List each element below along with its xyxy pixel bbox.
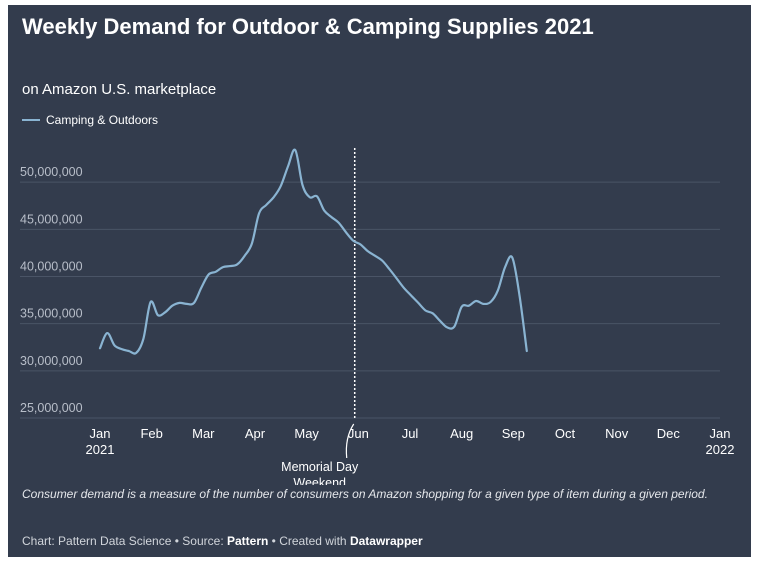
annotation-label: Weekend [293, 476, 346, 485]
x-tick-label: Aug [450, 426, 473, 441]
chart-notes: Consumer demand is a measure of the numb… [22, 487, 708, 501]
series-line [98, 148, 528, 355]
x-tick-label: Oct [555, 426, 576, 441]
x-tick-label: Sep [502, 426, 525, 441]
chart-title: Weekly Demand for Outdoor & Camping Supp… [22, 14, 594, 39]
x-tick-label: Jan [710, 426, 731, 441]
x-tick-year-label: 2021 [86, 442, 115, 457]
y-tick-label: 45,000,000 [20, 212, 83, 226]
legend-label: Camping & Outdoors [46, 113, 159, 127]
x-tick-label: Feb [140, 426, 162, 441]
x-tick-label: Jun [348, 426, 369, 441]
x-tick-label: Nov [605, 426, 629, 441]
chart-subtitle: on Amazon U.S. marketplace [22, 81, 217, 98]
x-tick-label: Jan [90, 426, 111, 441]
x-tick-label: Mar [192, 426, 215, 441]
legend-swatch [22, 119, 40, 121]
byline-created-label: Created with [279, 534, 347, 548]
byline-source-label: Source: [182, 534, 224, 548]
y-tick-label: 25,000,000 [20, 401, 83, 415]
y-tick-label: 30,000,000 [20, 354, 83, 368]
chart-byline: Chart: Pattern Data Science • Source: Pa… [22, 534, 423, 548]
x-tick-year-label: 2022 [706, 442, 735, 457]
line-chart: 25,000,000 30,000,000 35,000,000 40,000,000… [20, 148, 735, 485]
legend: Camping & Outdoors [22, 113, 158, 127]
annotation-arrow [345, 423, 355, 459]
x-tick-label: Jul [402, 426, 419, 441]
byline-chart: Chart: Pattern Data Science [22, 534, 172, 548]
x-tick-label: Dec [657, 426, 681, 441]
byline-created-with: Datawrapper [349, 534, 423, 548]
chart-panel: Weekly Demand for Outdoor & Camping Supp… [8, 5, 751, 557]
y-tick-label: 50,000,000 [20, 165, 83, 179]
y-tick-label: 35,000,000 [20, 307, 83, 321]
x-tick-label: Apr [245, 426, 266, 441]
annotation-label: Memorial Day [281, 460, 359, 474]
x-tick-label: May [294, 426, 319, 441]
y-tick-label: 40,000,000 [20, 260, 83, 274]
byline-source: Pattern [227, 534, 269, 548]
